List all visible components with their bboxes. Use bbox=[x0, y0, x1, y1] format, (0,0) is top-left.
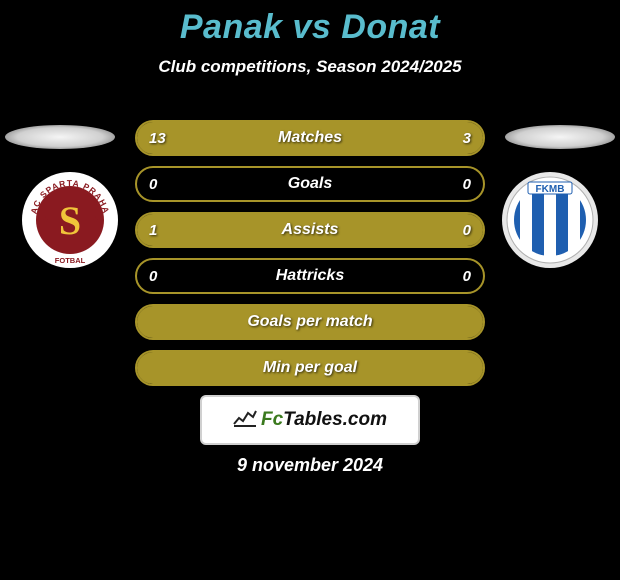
title-player-right: Donat bbox=[341, 8, 440, 46]
crest-right-top-text: FKMB bbox=[536, 184, 565, 195]
brand-prefix: Fc bbox=[261, 409, 283, 430]
comparison-infographic: Panak vs Donat Club competitions, Season… bbox=[0, 0, 620, 580]
stat-row-matches: 133Matches bbox=[135, 120, 485, 156]
date-text: 9 november 2024 bbox=[0, 455, 620, 476]
subtitle: Club competitions, Season 2024/2025 bbox=[0, 57, 620, 77]
stat-label: Goals bbox=[137, 168, 483, 200]
fkmb-crest-icon: FKMB bbox=[500, 170, 600, 270]
stat-row-goals-per-match: Goals per match bbox=[135, 304, 485, 340]
svg-text:★: ★ bbox=[42, 215, 49, 224]
page-title: Panak vs Donat bbox=[0, 0, 620, 47]
stat-row-min-per-goal: Min per goal bbox=[135, 350, 485, 386]
sparta-crest-icon: AC SPARTA PRAHA FOTBAL S ★ ★ bbox=[20, 170, 120, 270]
stats-column: 133Matches 00Goals 10Assists 00Hattricks Goa… bbox=[135, 120, 485, 396]
crest-left: AC SPARTA PRAHA FOTBAL S ★ ★ bbox=[20, 170, 120, 270]
stat-label: Matches bbox=[137, 122, 483, 154]
crest-right: FKMB bbox=[500, 170, 600, 270]
stat-label: Min per goal bbox=[137, 352, 483, 384]
svg-text:★: ★ bbox=[92, 215, 99, 224]
stat-label: Goals per match bbox=[137, 306, 483, 338]
crest-left-letter: S bbox=[59, 198, 81, 243]
brand-suffix: Tables.com bbox=[283, 409, 387, 430]
stat-label: Hattricks bbox=[137, 260, 483, 292]
spotlight-right bbox=[505, 125, 615, 149]
stat-row-assists: 10Assists bbox=[135, 212, 485, 248]
stat-label: Assists bbox=[137, 214, 483, 246]
brand-text: FcTables.com bbox=[261, 409, 387, 431]
title-vs: vs bbox=[283, 8, 342, 46]
title-player-left: Panak bbox=[180, 8, 283, 46]
chart-line-icon bbox=[233, 409, 257, 432]
crest-left-ring-bottom: FOTBAL bbox=[55, 256, 86, 265]
stat-row-hattricks: 00Hattricks bbox=[135, 258, 485, 294]
brand-badge: FcTables.com bbox=[200, 395, 420, 445]
spotlight-left bbox=[5, 125, 115, 149]
stat-row-goals: 00Goals bbox=[135, 166, 485, 202]
